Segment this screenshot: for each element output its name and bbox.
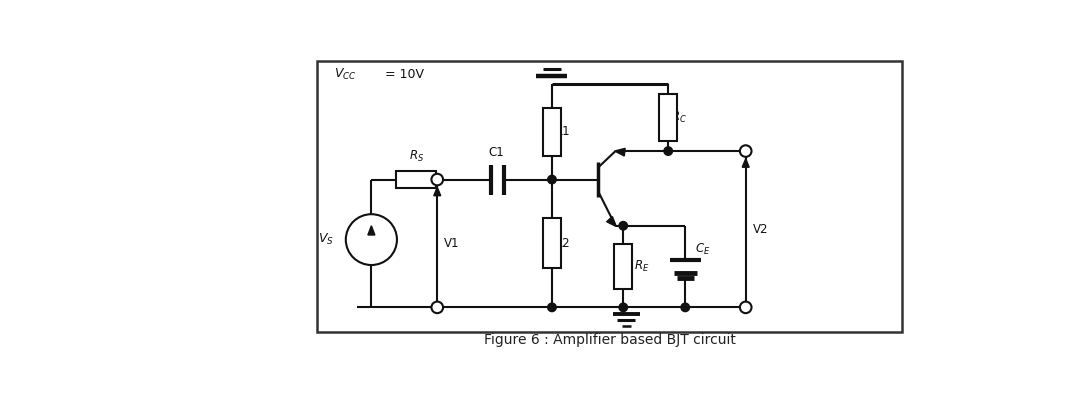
Bar [396,171,436,188]
Text: R2: R2 [555,237,570,250]
Text: V1: V1 [444,237,460,250]
Polygon shape [615,148,625,156]
Text: $R_E$: $R_E$ [634,259,649,274]
Text: $V_S$: $V_S$ [319,232,334,247]
Text: = 10V: = 10V [386,68,424,81]
Bar [615,244,632,289]
Text: R1: R1 [555,125,570,138]
Text: V2: V2 [753,223,768,236]
Circle shape [548,303,556,312]
Circle shape [431,174,443,185]
Polygon shape [742,159,750,167]
Circle shape [619,221,627,230]
Circle shape [740,302,752,313]
Circle shape [431,302,443,313]
Circle shape [548,175,556,184]
Bar [659,94,677,141]
Polygon shape [607,217,617,227]
Text: $R_C$: $R_C$ [671,110,687,125]
Circle shape [740,145,752,157]
Bar [318,61,902,332]
Text: $R_S$: $R_S$ [408,149,423,164]
Polygon shape [434,187,441,196]
Bar [543,218,561,269]
Text: $C_E$: $C_E$ [696,242,711,257]
Bar [543,108,561,156]
Circle shape [681,303,689,312]
Text: Figure 6 : Amplifier based BJT circuit: Figure 6 : Amplifier based BJT circuit [484,334,735,348]
Text: C1: C1 [488,146,504,159]
Circle shape [664,147,673,155]
Text: $V_{CC}$: $V_{CC}$ [334,67,356,82]
Circle shape [619,303,627,312]
Polygon shape [368,226,375,235]
